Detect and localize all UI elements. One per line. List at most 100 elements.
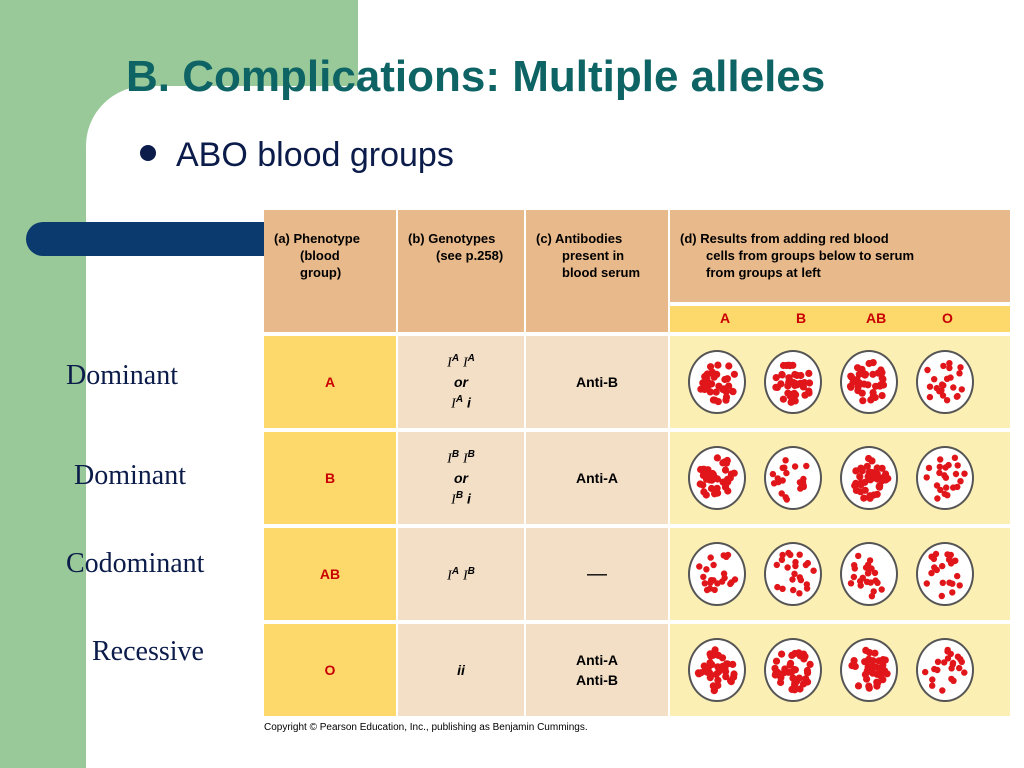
red-blood-cell — [850, 657, 858, 665]
red-blood-cell — [711, 396, 719, 404]
red-blood-cell — [941, 490, 948, 498]
red-blood-cell — [703, 566, 710, 573]
red-blood-cell — [797, 576, 805, 584]
red-blood-cell — [878, 392, 886, 400]
side-label-dominant-b: Dominant — [74, 460, 186, 491]
red-blood-cell — [697, 465, 705, 474]
donor-group-b: B — [796, 310, 807, 326]
red-blood-cell — [773, 383, 781, 391]
red-blood-cell — [723, 475, 732, 483]
red-blood-cell — [943, 375, 951, 382]
bullet-dot-icon — [140, 145, 156, 162]
results-row-b — [670, 432, 1010, 524]
red-blood-cell — [779, 551, 786, 559]
red-blood-cell — [712, 670, 720, 678]
donor-group-o: O — [942, 310, 953, 326]
red-blood-cell — [714, 489, 722, 497]
red-blood-cell — [778, 370, 786, 379]
red-blood-cell — [869, 657, 877, 665]
red-blood-cell — [872, 577, 879, 584]
red-blood-cell — [929, 682, 936, 689]
red-blood-cell — [877, 672, 885, 680]
red-blood-cell — [934, 658, 942, 665]
red-blood-cell — [929, 676, 936, 683]
red-blood-cell — [863, 667, 871, 675]
copyright-note: Copyright © Pearson Education, Inc., pub… — [264, 722, 588, 733]
red-blood-cell — [854, 682, 863, 690]
genotype-a-line1: IA IA — [447, 353, 475, 371]
red-blood-cell — [956, 370, 963, 377]
red-blood-cell — [857, 464, 865, 472]
header-phenotype-line2: (blood — [300, 248, 340, 263]
red-blood-cell — [804, 559, 811, 567]
header-results: (d) Results from adding red blood cells … — [670, 210, 1010, 302]
red-blood-cell — [854, 387, 862, 395]
red-blood-cell — [946, 360, 953, 367]
red-blood-cell — [884, 474, 892, 483]
red-blood-cell — [868, 565, 875, 572]
red-blood-cell — [938, 592, 945, 600]
red-blood-cell — [859, 574, 866, 581]
red-blood-cell — [871, 569, 879, 577]
red-blood-cell — [779, 464, 786, 472]
red-blood-cell — [873, 679, 881, 687]
red-blood-cell — [928, 569, 935, 577]
red-blood-cell — [708, 380, 716, 388]
red-blood-cell — [799, 680, 808, 688]
result-circle-a-a — [688, 350, 746, 414]
red-blood-cell — [780, 669, 788, 677]
red-blood-cell — [870, 588, 877, 595]
red-blood-cell — [931, 376, 938, 383]
red-blood-cell — [789, 674, 797, 682]
antibody-b-text: Anti-A — [576, 470, 618, 486]
genotype-ab-line1: IA IB — [447, 565, 475, 584]
red-blood-cell — [786, 661, 794, 669]
header-results-line3: from groups at left — [706, 265, 821, 280]
red-blood-cell — [865, 684, 873, 692]
result-circle-o-a — [688, 638, 746, 702]
red-blood-cell — [791, 463, 799, 470]
red-blood-cell — [803, 585, 811, 592]
red-blood-cell — [696, 563, 703, 570]
red-blood-cell — [869, 370, 877, 378]
red-blood-cell — [860, 494, 868, 502]
red-blood-cell — [926, 383, 934, 390]
red-blood-cell — [950, 384, 957, 391]
phenotype-o: O — [264, 624, 396, 716]
red-blood-cell — [779, 361, 788, 370]
result-circle-ab-ab — [840, 542, 898, 606]
red-blood-cell — [778, 650, 786, 658]
red-blood-cell — [954, 653, 962, 660]
red-blood-cell — [769, 470, 777, 478]
red-blood-cell — [865, 454, 873, 463]
red-blood-cell — [879, 656, 887, 664]
result-circle-o-ab — [840, 638, 898, 702]
red-blood-cell — [939, 562, 946, 570]
bullet-item: ABO blood groups — [140, 136, 454, 175]
red-blood-cell — [791, 686, 799, 694]
red-blood-cell — [810, 567, 817, 574]
red-blood-cell — [937, 486, 944, 494]
red-blood-cell — [952, 470, 960, 478]
red-blood-cell — [710, 687, 718, 695]
red-blood-cell — [706, 585, 714, 592]
red-blood-cell — [791, 666, 799, 674]
red-blood-cell — [946, 364, 953, 372]
red-blood-cell — [805, 379, 814, 387]
red-blood-cell — [699, 481, 707, 489]
header-genotypes-line2: (see p.258) — [436, 248, 504, 263]
red-blood-cell — [777, 678, 785, 687]
red-blood-cell — [704, 665, 712, 673]
red-blood-cell — [926, 393, 934, 401]
red-blood-cell — [709, 470, 717, 479]
red-blood-cell — [784, 382, 792, 390]
red-blood-cell — [855, 370, 863, 378]
header-genotypes: (b) Genotypes (see p.258) — [398, 210, 524, 332]
red-blood-cell — [868, 593, 876, 600]
red-blood-cell — [786, 362, 794, 370]
header-antibodies: (c) Antibodies present in blood serum — [526, 210, 668, 332]
red-blood-cell — [867, 396, 875, 404]
red-blood-cell — [934, 666, 941, 674]
red-blood-cell — [789, 576, 796, 583]
genotype-a-or: or — [454, 374, 468, 390]
